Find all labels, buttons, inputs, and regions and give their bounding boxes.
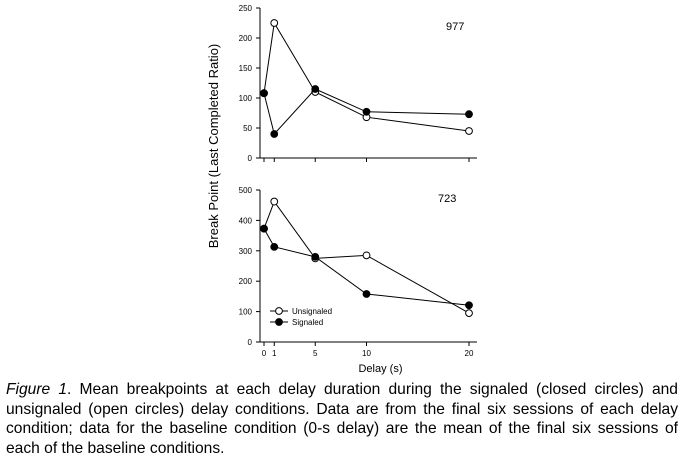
y-tick-label: 100 [239, 94, 253, 103]
y-tick-label: 300 [239, 247, 253, 256]
data-point-unsignaled [465, 309, 473, 318]
panel-subject-977: 0 50 100 150 200 250 977 [239, 4, 477, 163]
x-axis-label: Delay (s) [358, 363, 402, 375]
data-point-signaled [311, 252, 320, 261]
y-tick-label: 500 [239, 186, 253, 195]
data-point-signaled [465, 110, 473, 119]
caption-text: . Mean breakpoints at each delay duratio… [6, 381, 678, 457]
data-point-signaled [311, 85, 320, 93]
data-point-signaled [362, 107, 371, 116]
y-tick-label: 250 [239, 4, 253, 13]
subject-label: 723 [438, 193, 456, 205]
data-point-unsignaled [362, 251, 371, 260]
y-tick-label: 200 [239, 34, 253, 43]
x-tick-label: 0 [262, 349, 267, 358]
data-point-signaled [260, 224, 268, 233]
y-axis-label: Break Point (Last Completed Ratio) [206, 44, 221, 248]
data-point-unsignaled [270, 19, 279, 27]
y-tick-label: 50 [243, 124, 252, 133]
legend-label-unsignaled: Unsignaled [292, 307, 332, 316]
data-point-signaled [465, 301, 473, 310]
data-point-unsignaled [270, 197, 279, 206]
x-tick-label: 1 [272, 349, 277, 358]
y-tick-label: 200 [239, 277, 253, 286]
data-point-signaled [260, 89, 268, 98]
legend-label-signaled: Signaled [292, 318, 323, 327]
y-tick-label: 100 [239, 308, 253, 317]
legend-marker-unsignaled [275, 307, 283, 315]
data-point-signaled [362, 290, 371, 298]
x-tick-label: 5 [313, 349, 318, 358]
figure-caption: Figure 1. Mean breakpoints at each delay… [6, 380, 678, 458]
y-tick-label: 150 [239, 64, 253, 73]
y-tick-label: 0 [248, 154, 253, 163]
legend-marker-signaled [275, 318, 283, 326]
data-point-signaled [270, 130, 279, 138]
x-tick-label: 20 [465, 349, 474, 358]
x-tick-label: 10 [362, 349, 371, 358]
y-tick-label: 400 [239, 216, 253, 225]
caption-label: Figure 1 [6, 381, 68, 398]
subject-label: 977 [446, 21, 464, 33]
y-tick-label: 0 [248, 338, 253, 347]
data-point-unsignaled [465, 127, 473, 135]
data-point-signaled [270, 242, 279, 251]
